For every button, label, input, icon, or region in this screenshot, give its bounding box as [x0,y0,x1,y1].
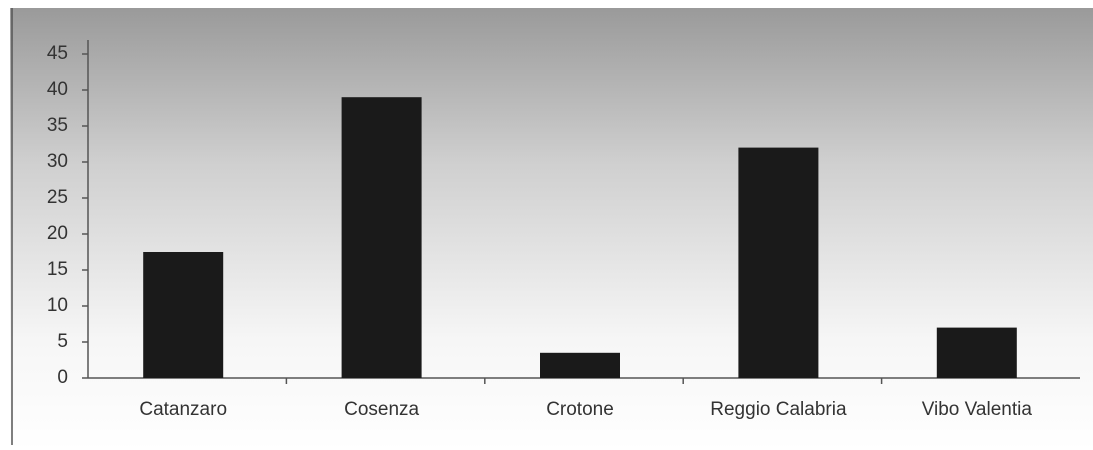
y-tick-label: 0 [57,367,68,388]
x-tick-label: Cosenza [344,399,419,420]
bar [540,352,620,378]
y-tick-label: 25 [47,187,68,208]
bar [341,97,422,378]
y-tick-label: 20 [47,223,68,244]
y-tick-label: 10 [47,295,68,316]
y-tick-label: 5 [57,331,68,352]
y-tick-label: 15 [47,259,68,280]
chart-background [10,8,1093,450]
y-tick-label: 40 [47,79,68,100]
x-tick-label: Crotone [546,399,614,420]
x-tick-label: Vibo Valentia [922,399,1033,420]
bar [143,252,224,378]
x-tick-label: Reggio Calabria [710,399,847,420]
bar [738,147,819,378]
y-tick-label: 30 [47,151,68,172]
bar [936,327,1017,378]
y-tick-label: 35 [47,115,68,136]
x-tick-label: Catanzaro [139,399,227,420]
y-tick-label: 45 [47,43,68,64]
